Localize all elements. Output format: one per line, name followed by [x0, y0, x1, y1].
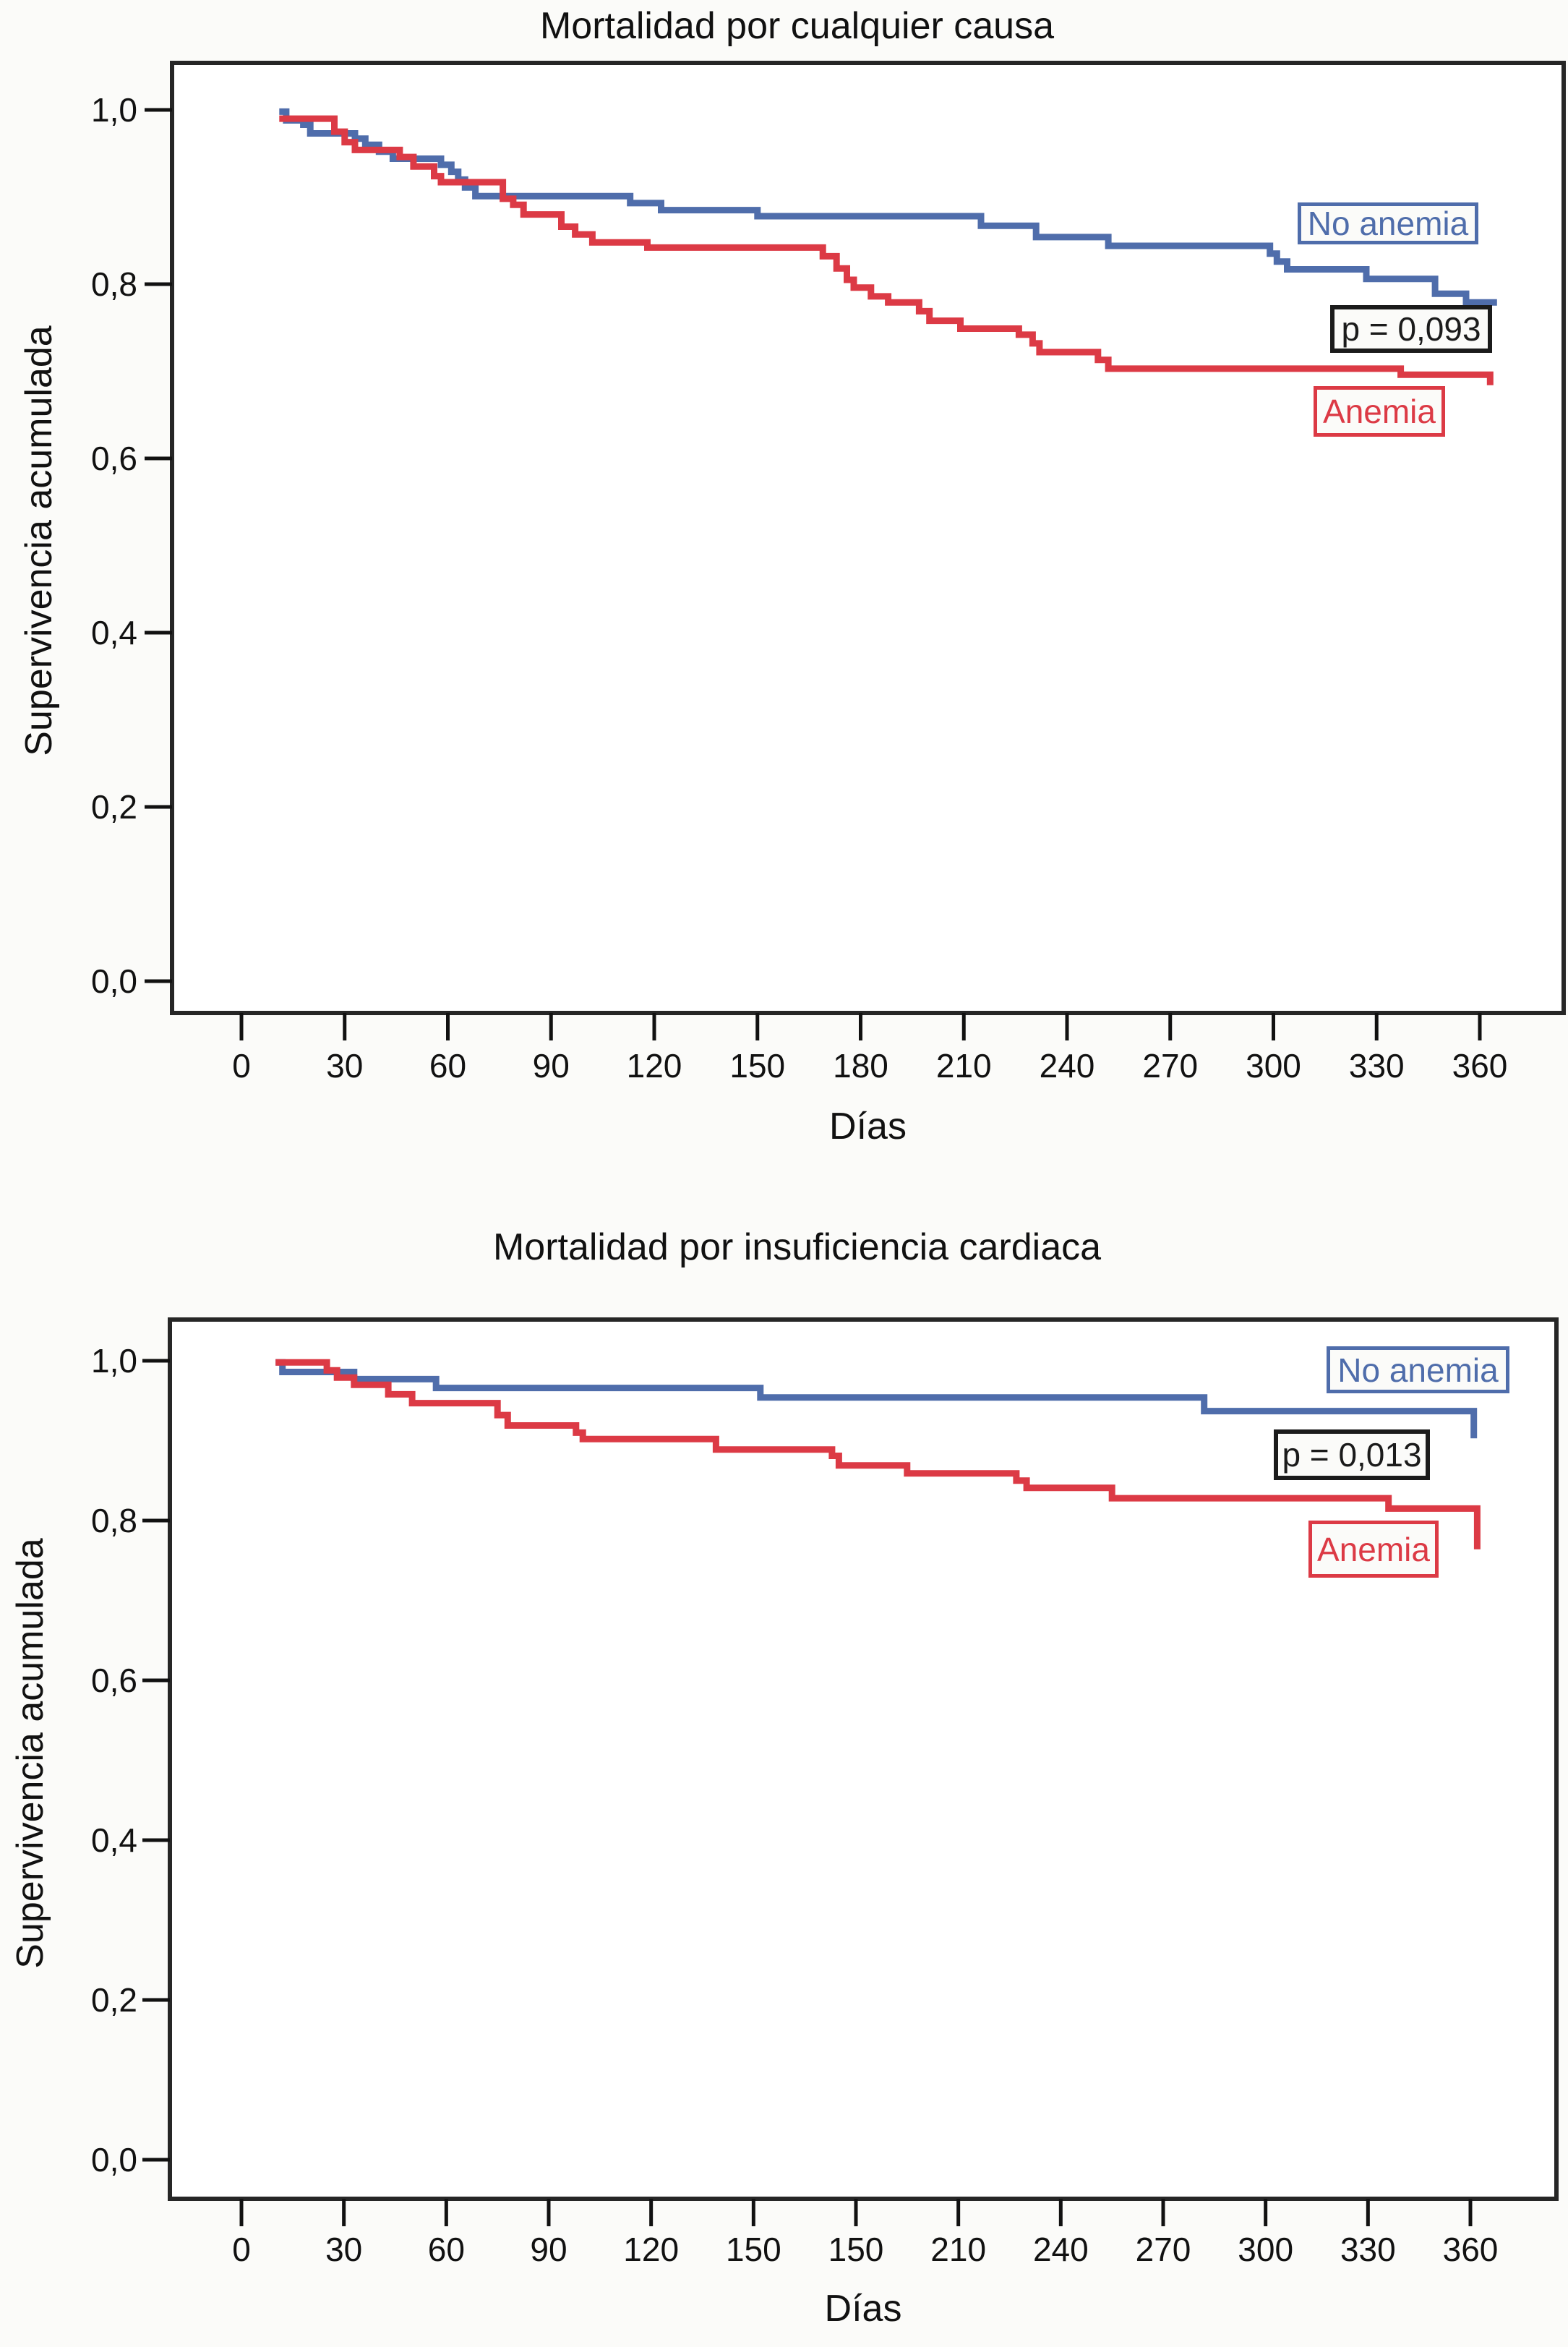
y-tick-label: 1,0	[91, 1342, 137, 1380]
x-tick-label: 0	[232, 1047, 251, 1085]
y-tick-label: 0,0	[91, 962, 137, 1000]
x-tick-label: 60	[429, 1047, 466, 1085]
y-tick-label: 0,8	[91, 1502, 137, 1539]
x-tick-label: 270	[1142, 1047, 1198, 1085]
legend-anemia: Anemia	[1308, 1521, 1439, 1578]
x-tick-label: 120	[627, 1047, 682, 1085]
x-axis-label: Días	[824, 2288, 902, 2330]
x-tick-label: 30	[325, 2231, 362, 2268]
x-tick-label: 240	[1033, 2231, 1089, 2268]
p-value-label: p = 0,093	[1341, 310, 1481, 348]
x-tick-label: 180	[833, 1047, 888, 1085]
p-value-box: p = 0,093	[1330, 305, 1492, 353]
x-tick-label: 240	[1040, 1047, 1095, 1085]
y-tick-label: 0,2	[91, 1981, 137, 2019]
y-tick-label: 0,0	[91, 2141, 137, 2179]
y-tick-label: 0,4	[91, 614, 137, 651]
x-tick-label: 30	[326, 1047, 363, 1085]
legend-anemia-label: Anemia	[1323, 393, 1436, 430]
legend-no-anemia-label: No anemia	[1307, 205, 1469, 242]
p-value-label: p = 0,013	[1282, 1436, 1422, 1474]
x-tick-label: 210	[936, 1047, 992, 1085]
legend-no-anemia: No anemia	[1327, 1346, 1509, 1393]
legend-no-anemia: No anemia	[1298, 202, 1478, 244]
y-tick-label: 0,6	[91, 440, 137, 477]
chart-title: Mortalidad por cualquier causa	[539, 5, 1055, 47]
chart-all-cause-mortality: Mortalidad por cualquier causa Supervive…	[18, 5, 1566, 1147]
x-tick-label: 90	[530, 2231, 567, 2268]
chart-heart-failure-mortality: Mortalidad por insuficiencia cardiaca Su…	[0, 1186, 1568, 2347]
survival-curve-no-anemia	[275, 1359, 1478, 1439]
x-tick-label: 150	[729, 1047, 785, 1085]
x-tick-label: 90	[533, 1047, 570, 1085]
y-tick-label: 0,4	[91, 1821, 137, 1859]
survival-curve-anemia	[275, 1359, 1481, 1549]
y-tick-label: 0,2	[91, 788, 137, 826]
p-value-box: p = 0,013	[1274, 1429, 1430, 1480]
survival-curve-no-anemia	[279, 108, 1497, 306]
y-tick-label: 1,0	[91, 91, 137, 129]
x-tick-label: 210	[930, 2231, 986, 2268]
x-tick-label: 60	[428, 2231, 465, 2268]
x-tick-label: 270	[1136, 2231, 1191, 2268]
x-tick-label: 150	[828, 2231, 884, 2268]
y-tick-label: 0,8	[91, 265, 137, 303]
legend-anemia: Anemia	[1314, 386, 1445, 437]
x-tick-label: 150	[726, 2231, 781, 2268]
x-tick-label: 120	[623, 2231, 679, 2268]
legend-no-anemia-label: No anemia	[1337, 1351, 1499, 1389]
x-tick-label: 360	[1452, 1047, 1508, 1085]
plot-area: 0 30 60 90 120 150 180 210 240 270 300 330 360 1,0 0,8…	[91, 61, 1566, 1085]
x-tick-label: 330	[1340, 2231, 1396, 2268]
x-tick-label: 300	[1246, 1047, 1301, 1085]
legend-anemia-label: Anemia	[1317, 1530, 1430, 1568]
chart-title: Mortalidad por insuficiencia cardiaca	[492, 1226, 1102, 1268]
x-tick-label: 300	[1238, 2231, 1293, 2268]
x-tick-label: 0	[232, 2231, 251, 2268]
survival-curve-anemia	[279, 115, 1494, 385]
x-tick-label: 360	[1443, 2231, 1499, 2268]
x-axis-label: Días	[829, 1106, 907, 1147]
y-tick-label: 0,6	[91, 1662, 137, 1699]
x-tick-label: 330	[1349, 1047, 1405, 1085]
